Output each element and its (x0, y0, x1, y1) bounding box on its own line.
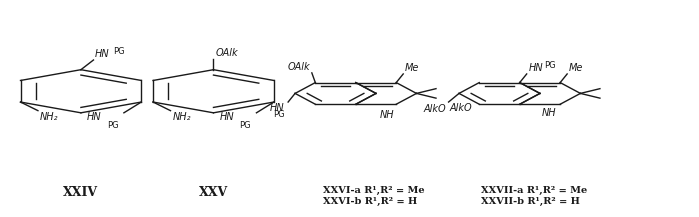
Text: NH: NH (542, 108, 556, 118)
Text: NH₂: NH₂ (40, 112, 59, 122)
Text: XXVII-b R¹,R² = H: XXVII-b R¹,R² = H (481, 197, 579, 205)
Text: HN: HN (528, 63, 543, 73)
Text: OAlk: OAlk (215, 48, 238, 58)
Text: OAlk: OAlk (287, 62, 310, 72)
Text: XXV: XXV (199, 186, 228, 199)
Text: HN: HN (270, 103, 284, 113)
Text: XXVI-a R¹,R² = Me: XXVI-a R¹,R² = Me (323, 186, 424, 195)
Text: HN: HN (95, 49, 110, 59)
Text: XXIV: XXIV (64, 186, 99, 199)
Text: AlkO: AlkO (424, 104, 447, 114)
Text: NH₂: NH₂ (173, 112, 191, 122)
Text: Me: Me (405, 63, 419, 73)
Text: HN: HN (87, 112, 101, 122)
Text: PG: PG (239, 122, 251, 130)
Text: PG: PG (273, 110, 284, 118)
Text: NH: NH (380, 110, 394, 120)
Text: AlkO: AlkO (450, 103, 473, 113)
Text: Me: Me (568, 63, 583, 73)
Text: XXVII-a R¹,R² = Me: XXVII-a R¹,R² = Me (481, 186, 587, 195)
Text: HN: HN (219, 112, 234, 122)
Text: XXVI-b R¹,R² = H: XXVI-b R¹,R² = H (323, 197, 417, 205)
Text: PG: PG (113, 47, 124, 56)
Text: PG: PG (107, 122, 118, 130)
Text: PG: PG (544, 61, 556, 70)
